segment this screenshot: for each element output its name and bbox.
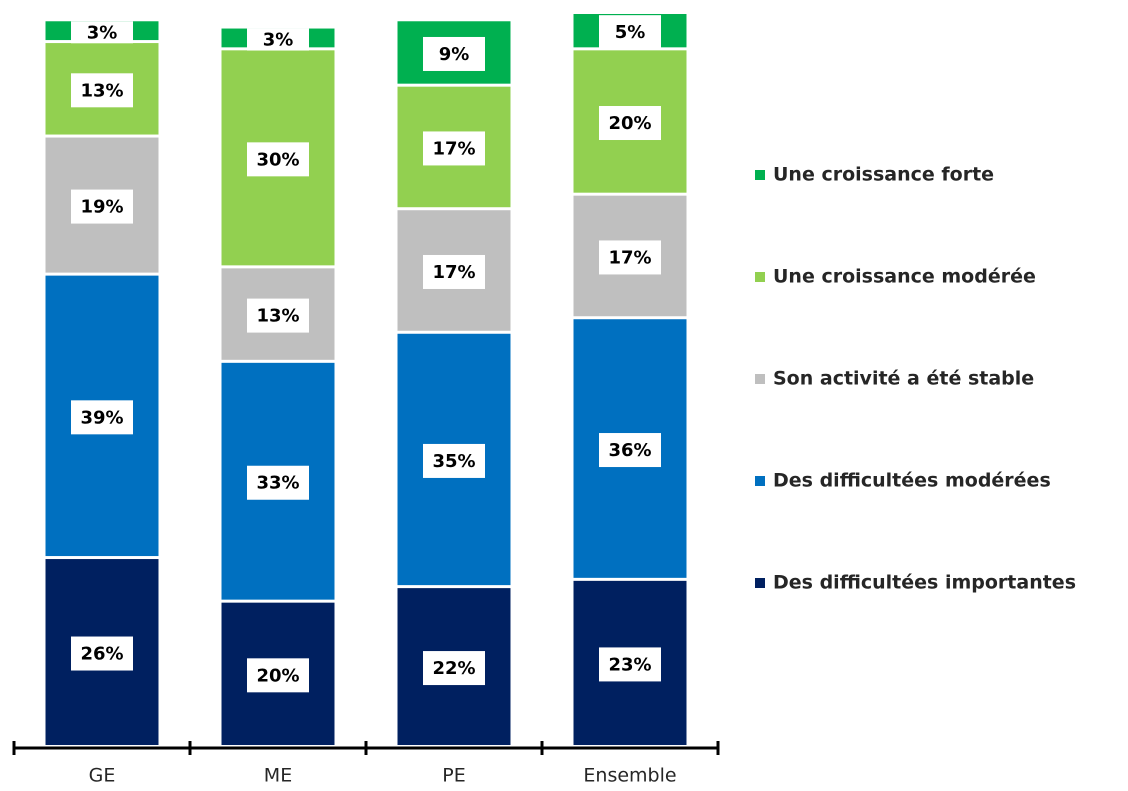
data-label: 33% [256, 473, 299, 494]
label-box [423, 443, 485, 478]
label-box [423, 651, 485, 686]
legend-marker [755, 476, 765, 486]
data-label: 5% [615, 22, 646, 43]
data-label: 20% [608, 113, 651, 134]
label-box [247, 465, 309, 500]
label-box [71, 400, 133, 435]
data-label: 17% [432, 138, 475, 159]
data-label: 36% [608, 440, 651, 461]
label-box [423, 131, 485, 166]
legend-label: Une croissance modérée [773, 266, 1036, 288]
label-box [71, 21, 133, 44]
x-tick-label: PE [442, 765, 465, 787]
data-label: 35% [432, 451, 475, 472]
legend-marker [755, 578, 765, 588]
legend-label: Une croissance forte [773, 164, 994, 186]
label-box [423, 254, 485, 289]
label-box [599, 15, 661, 50]
legend-marker [755, 170, 765, 180]
label-box [599, 647, 661, 682]
legend-label: Des difficultées modérées [773, 470, 1051, 492]
label-box [423, 36, 485, 71]
data-label: 17% [432, 262, 475, 283]
label-box [599, 106, 661, 141]
x-tick-label: GE [89, 765, 116, 787]
data-label: 13% [256, 306, 299, 327]
data-label: 23% [608, 654, 651, 675]
data-label: 19% [80, 197, 123, 218]
label-box [71, 189, 133, 224]
x-tick-label: ME [264, 765, 292, 787]
label-box [599, 240, 661, 275]
data-label: 39% [80, 407, 123, 428]
label-box [247, 658, 309, 693]
label-box [247, 298, 309, 333]
data-label: 20% [256, 665, 299, 686]
data-label: 22% [432, 658, 475, 679]
x-tick-label: Ensemble [583, 765, 676, 787]
label-box [599, 433, 661, 468]
data-label: 30% [256, 149, 299, 170]
label-box [71, 73, 133, 108]
legend-label: Des difficultées importantes [773, 572, 1076, 594]
legend-label: Son activité a été stable [773, 368, 1034, 390]
legend-marker [755, 272, 765, 282]
label-box [247, 28, 309, 51]
label-box [71, 636, 133, 671]
data-label: 3% [87, 22, 118, 43]
data-label: 13% [80, 80, 123, 101]
data-label: 3% [263, 30, 294, 51]
data-label: 9% [439, 44, 470, 65]
data-label: 26% [80, 644, 123, 665]
data-label: 17% [608, 247, 651, 268]
legend-marker [755, 374, 765, 384]
label-box [247, 142, 309, 177]
